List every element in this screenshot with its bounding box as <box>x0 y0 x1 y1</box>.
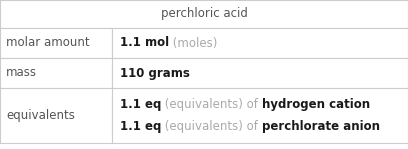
Text: 1.1 eq: 1.1 eq <box>120 98 162 111</box>
Bar <box>0 58 112 88</box>
Text: perchlorate anion: perchlorate anion <box>262 120 380 133</box>
Text: hydrogen cation: hydrogen cation <box>262 98 370 111</box>
Bar <box>0 88 112 143</box>
Text: 110 grams: 110 grams <box>120 66 190 80</box>
Text: mass: mass <box>6 66 37 80</box>
Text: (equivalents) of: (equivalents) of <box>162 120 262 133</box>
Text: 1.1 mol: 1.1 mol <box>120 37 169 49</box>
Bar <box>0 28 112 58</box>
Bar <box>112 58 408 88</box>
Text: (equivalents) of: (equivalents) of <box>162 98 262 111</box>
Bar <box>112 88 408 143</box>
Bar <box>112 28 408 58</box>
Text: perchloric acid: perchloric acid <box>161 7 247 21</box>
Text: molar amount: molar amount <box>6 37 90 49</box>
Text: equivalents: equivalents <box>6 109 75 122</box>
Text: (moles): (moles) <box>169 37 217 49</box>
Bar <box>0 0 408 28</box>
Text: 1.1 eq: 1.1 eq <box>120 120 162 133</box>
